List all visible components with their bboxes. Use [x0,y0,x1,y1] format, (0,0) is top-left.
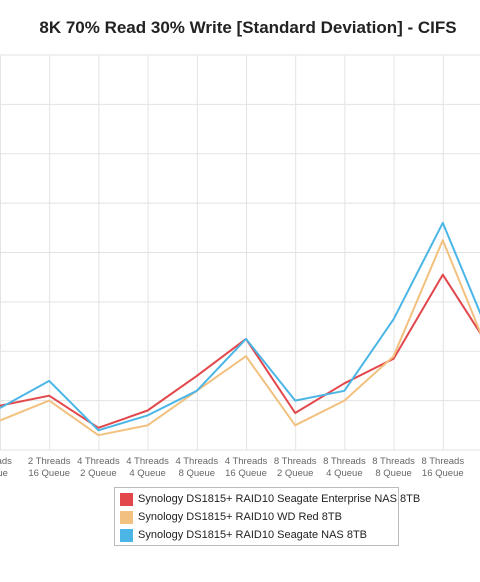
x-tick-label: 4 Threads 2 Queue [77,456,120,479]
x-tick-label: 8 Threads 4 Queue [323,456,366,479]
series-lines [0,221,480,437]
legend-swatch-orange [120,510,133,524]
x-tick-label: readseue [0,456,12,479]
x-tick-label: 4 Threads 8 Queue [175,456,218,479]
legend-label: Synology DS1815+ RAID10 Seagate NAS 8TB [138,529,367,541]
x-tick-label: 2 Threads 16 Queue [28,456,71,479]
x-tick-label: 4 Threads 16 Queue [225,456,268,479]
gridlines [0,54,480,451]
legend-item-seagate-nas[interactable]: Synology DS1815+ RAID10 Seagate NAS 8TB [120,526,398,544]
legend-swatch-red [120,492,133,506]
x-tick-label: 8 Threads 16 Queue [421,456,464,479]
chart-title: 8K 70% Read 30% Write [Standard Deviatio… [39,18,457,37]
series-line-1 [0,239,480,437]
legend-label: Synology DS1815+ RAID10 Seagate Enterpri… [138,493,421,505]
legend-item-wd-red[interactable]: Synology DS1815+ RAID10 WD Red 8TB [120,508,398,526]
legend: Synology DS1815+ RAID10 Seagate Enterpri… [114,487,420,546]
x-tick-label: 8 Threads 8 Queue [372,456,415,479]
legend-swatch-blue [120,528,133,542]
series-line-2 [0,221,480,432]
legend-label: Synology DS1815+ RAID10 WD Red 8TB [138,511,342,523]
legend-item-seagate-enterprise[interactable]: Synology DS1815+ RAID10 Seagate Enterpri… [120,490,420,508]
x-tick-label: 4 Threads 4 Queue [126,456,169,479]
x-tick-label: 8 Threads 2 Queue [274,456,317,479]
